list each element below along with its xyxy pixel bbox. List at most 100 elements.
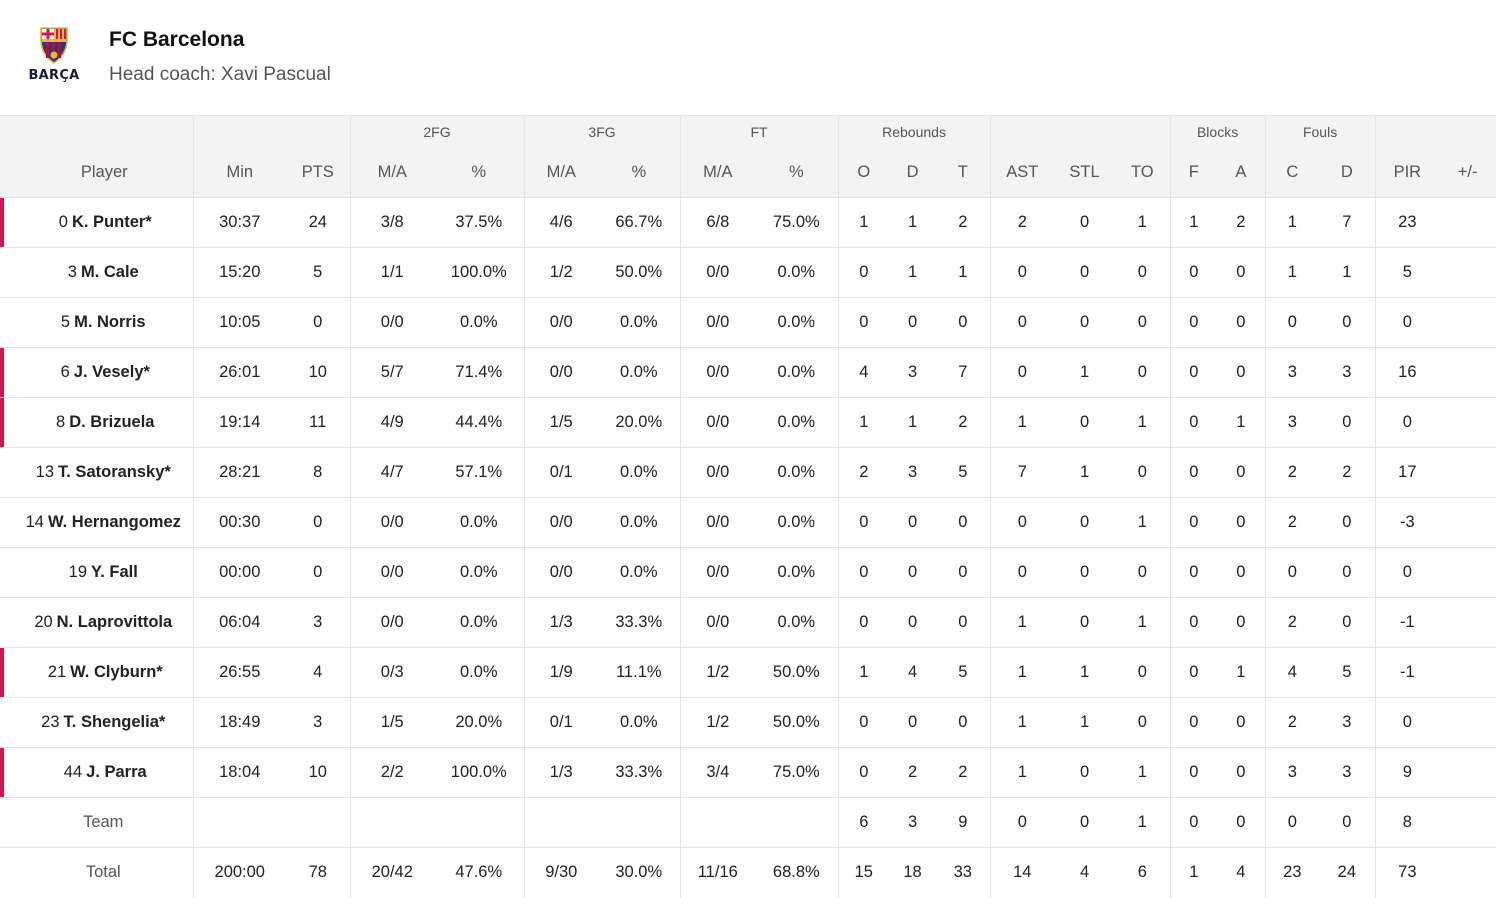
cell-foul-d: 3: [1319, 747, 1376, 798]
player-name[interactable]: T. Satoransky*: [58, 463, 171, 481]
cell-2fg-ma: [350, 797, 434, 848]
cell-pts: 0: [286, 497, 351, 548]
head-coach: Head coach: Xavi Pascual: [109, 64, 331, 85]
player-name[interactable]: M. Cale: [80, 263, 139, 281]
col-header-reb-t[interactable]: T: [936, 147, 991, 198]
col-header-min[interactable]: Min: [193, 147, 286, 198]
cell-ft-ma: 0/0: [680, 547, 756, 598]
cell-min: 15:20: [193, 247, 286, 298]
cell-reb-d: 3: [889, 347, 937, 398]
col-header-2fg-pct[interactable]: %: [434, 147, 525, 198]
col-header-3fg-pct[interactable]: %: [598, 147, 681, 198]
cell-reb-o: 1: [838, 647, 890, 698]
col-header-to[interactable]: TO: [1115, 147, 1171, 198]
player-row: 0 K. Punter* 30:37 24 3/8 37.5% 4/6 66.7% 6/8 75.…: [0, 197, 1496, 248]
cell-reb-t: 5: [936, 447, 991, 498]
col-header-ft-pct[interactable]: %: [755, 147, 839, 198]
player-name[interactable]: Y. Fall: [91, 563, 138, 581]
cell-blk-f: 0: [1170, 447, 1218, 498]
player-cell[interactable]: 3 M. Cale: [0, 247, 194, 298]
player-row: 8 D. Brizuela 19:14 11 4/9 44.4% 1/5 20.0% 0/0 0.…: [0, 397, 1496, 448]
cell-ast: 0: [990, 347, 1055, 398]
col-header-blk-a[interactable]: A: [1217, 147, 1266, 198]
col-header-3fg-ma[interactable]: M/A: [524, 147, 599, 198]
cell-foul-d: 2: [1319, 447, 1376, 498]
player-cell[interactable]: 13 T. Satoransky*: [0, 447, 194, 498]
cell-to: 1: [1115, 747, 1171, 798]
cell-ast: 1: [990, 647, 1055, 698]
cell-ft-ma: [680, 797, 756, 848]
player-name[interactable]: J. Vesely*: [73, 363, 150, 381]
cell-blk-a: 0: [1217, 597, 1266, 648]
player-cell[interactable]: 21 W. Clyburn*: [0, 647, 194, 698]
cell-stl: 0: [1054, 547, 1116, 598]
col-header-plus-minus[interactable]: +/-: [1439, 147, 1496, 198]
player-cell[interactable]: 0 K. Punter*: [0, 197, 194, 248]
cell-3fg-ma: 4/6: [524, 197, 599, 248]
col-header-blk-f[interactable]: F: [1170, 147, 1218, 198]
cell-ft-ma: 0/0: [680, 447, 756, 498]
cell-3fg-pct: 66.7%: [598, 197, 681, 248]
cell-to: 0: [1115, 447, 1171, 498]
col-header-stl[interactable]: STL: [1054, 147, 1116, 198]
player-name[interactable]: W. Hernangomez: [47, 513, 181, 531]
col-header-pts[interactable]: PTS: [286, 147, 351, 198]
cell-2fg-pct: [434, 797, 525, 848]
player-name[interactable]: W. Clyburn*: [70, 663, 163, 681]
player-cell[interactable]: 44 J. Parra: [0, 747, 194, 798]
player-row: 21 W. Clyburn* 26:55 4 0/3 0.0% 1/9 11.1% 1/2 50.…: [0, 647, 1496, 698]
player-cell[interactable]: 6 J. Vesely*: [0, 347, 194, 398]
col-header-player[interactable]: Player: [0, 147, 194, 198]
player-name[interactable]: M. Norris: [74, 313, 146, 331]
player-name[interactable]: J. Parra: [86, 763, 147, 781]
cell-foul-c: 0: [1265, 797, 1320, 848]
cell-ft-ma: 1/2: [680, 647, 756, 698]
cell-3fg-pct: 50.0%: [598, 247, 681, 298]
cell-reb-d: 1: [889, 197, 937, 248]
col-header-2fg-ma[interactable]: M/A: [350, 147, 434, 198]
crest-wordmark: BARÇA: [28, 68, 80, 83]
cell-ft-pct: 0.0%: [755, 547, 839, 598]
cell-plus-minus: [1439, 848, 1496, 898]
cell-blk-f: 1: [1189, 863, 1199, 882]
player-row: 14 W. Hernangomez 00:30 0 0/0 0.0% 0/0 0.0% 0/0 0…: [0, 497, 1496, 548]
col-header-reb-d[interactable]: D: [889, 147, 937, 198]
player-name[interactable]: T. Shengelia*: [63, 713, 166, 731]
cell-blk-f: 0: [1170, 347, 1218, 398]
player-cell[interactable]: 5 M. Norris: [0, 297, 194, 348]
cell-pir: 0: [1375, 397, 1440, 448]
player-cell[interactable]: 23 T. Shengelia*: [0, 697, 194, 748]
player-cell[interactable]: 14 W. Hernangomez: [0, 497, 194, 548]
cell-min: 19:14: [193, 397, 286, 448]
player-number: 3: [67, 263, 77, 281]
player-cell[interactable]: 20 N. Laprovittola: [0, 597, 194, 648]
cell-3fg-ma: 0/0: [524, 497, 599, 548]
col-header-ast[interactable]: AST: [990, 147, 1055, 198]
col-header-foul-c[interactable]: C: [1265, 147, 1320, 198]
player-name[interactable]: N. Laprovittola: [56, 613, 173, 631]
cell-blk-a: 0: [1217, 347, 1266, 398]
cell-reb-d: 2: [889, 747, 937, 798]
cell-pts: 10: [286, 747, 351, 798]
player-number: 20: [34, 613, 53, 631]
col-header-foul-d[interactable]: D: [1319, 147, 1376, 198]
cell-min: 26:01: [193, 347, 286, 398]
col-header-reb-o[interactable]: O: [838, 147, 890, 198]
cell-stl: 0: [1054, 397, 1116, 448]
player-name[interactable]: D. Brizuela: [69, 413, 155, 431]
cell-2fg-pct: 57.1%: [434, 447, 525, 498]
cell-3fg-pct: 11.1%: [598, 647, 681, 698]
cell-3fg-pct: 0.0%: [598, 547, 681, 598]
cell-to: 0: [1115, 697, 1171, 748]
player-cell[interactable]: 19 Y. Fall: [0, 547, 194, 598]
player-row: 3 M. Cale 15:20 5 1/1 100.0% 1/2 50.0% 0/0 0.0% 0 1…: [0, 247, 1496, 298]
team-name[interactable]: FC Barcelona: [109, 28, 245, 51]
player-name[interactable]: K. Punter*: [71, 213, 152, 231]
cell-ft-ma: 0/0: [680, 397, 756, 448]
cell-to: 6: [1115, 847, 1171, 898]
cell-3fg-pct: 33.3%: [598, 747, 681, 798]
col-header-ft-ma[interactable]: M/A: [680, 147, 756, 198]
player-cell[interactable]: 8 D. Brizuela: [0, 397, 194, 448]
col-header-pir[interactable]: PIR: [1375, 147, 1440, 198]
cell-ast: 14: [1013, 863, 1032, 882]
